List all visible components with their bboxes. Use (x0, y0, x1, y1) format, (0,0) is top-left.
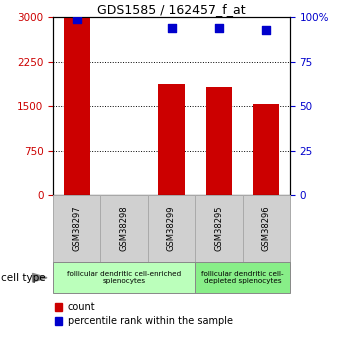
Text: GSM38299: GSM38299 (167, 206, 176, 251)
Point (216, 25, 222, 31)
Text: count: count (68, 302, 95, 312)
Point (169, 25, 174, 31)
Text: follicular dendritic cell-
depleted splenocytes: follicular dendritic cell- depleted sple… (201, 271, 284, 284)
Text: percentile rank within the sample: percentile rank within the sample (68, 316, 233, 326)
Bar (64, 18, 90, 195)
Point (74, 16, 80, 22)
Point (263, 27, 269, 32)
Bar (253, 104, 279, 195)
Bar (206, 87, 232, 195)
Text: cell type: cell type (1, 273, 45, 283)
Bar (158, 84, 185, 195)
Title: GDS1585 / 162457_f_at: GDS1585 / 162457_f_at (97, 3, 246, 16)
Text: GSM38296: GSM38296 (262, 206, 271, 252)
Text: GSM38295: GSM38295 (214, 206, 223, 251)
Text: GSM38298: GSM38298 (120, 206, 129, 252)
Text: GSM38297: GSM38297 (72, 206, 81, 252)
Text: follicular dendritic cell-enriched
splenocytes: follicular dendritic cell-enriched splen… (67, 271, 181, 284)
